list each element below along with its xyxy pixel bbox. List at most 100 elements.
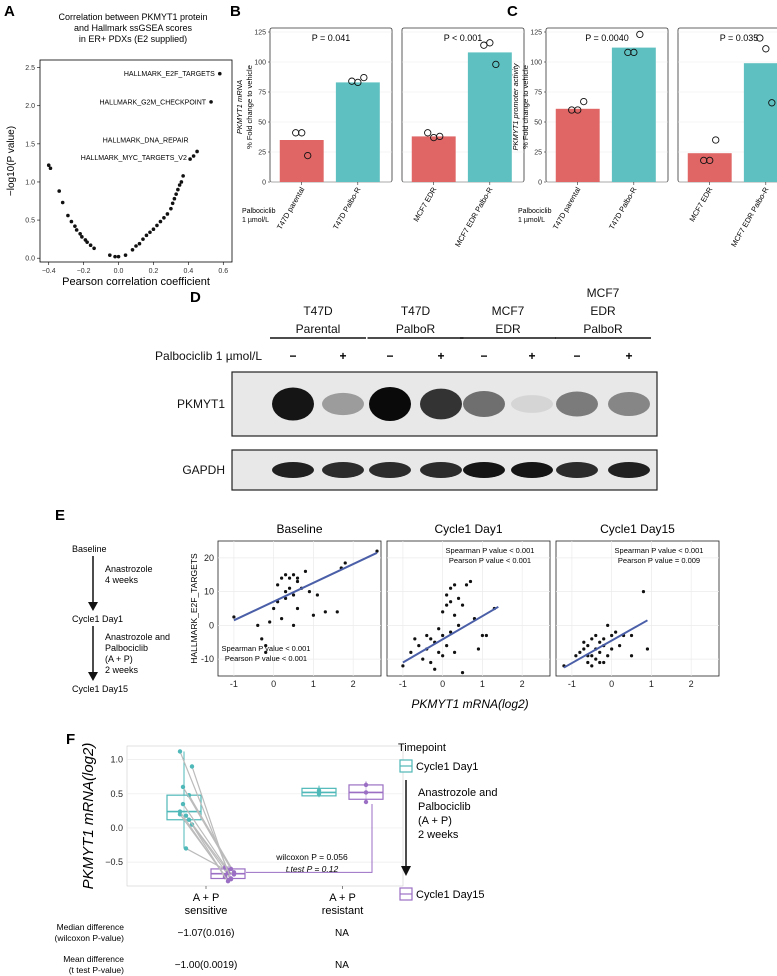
e-point — [441, 633, 445, 638]
f-table-row-label: (t test P-value) — [69, 965, 124, 975]
e-point — [425, 633, 429, 638]
bar-row-label: 1 µmol/L — [242, 217, 269, 224]
e-point — [460, 671, 465, 675]
f-point-day15 — [225, 879, 231, 884]
a-point — [151, 227, 156, 232]
a-point — [191, 154, 196, 158]
e-point — [375, 549, 379, 553]
f-test-text: wilcoxon P = 0.056 — [275, 852, 348, 862]
e-xtick-label: 1 — [480, 679, 485, 689]
f-point-day1 — [180, 784, 186, 790]
a-point — [46, 163, 51, 167]
e-point — [445, 603, 449, 607]
blot-sign: − — [386, 349, 393, 363]
e-point — [323, 610, 327, 614]
e-point — [280, 617, 284, 621]
e-point — [641, 590, 646, 594]
f-point-day15 — [228, 866, 234, 872]
a-ytick-label: 2.0 — [25, 103, 35, 110]
e-point — [291, 593, 296, 597]
e-point — [449, 600, 453, 604]
blot-row-label: GAPDH — [182, 463, 225, 477]
e-point — [618, 644, 622, 648]
bar-ytick-label: 50 — [258, 120, 266, 127]
bar-replicate-point — [630, 48, 638, 57]
a-point — [162, 215, 166, 220]
blot-band — [463, 391, 505, 417]
bar-replicate-point — [480, 41, 488, 49]
blot-group-label: EDR — [495, 322, 521, 336]
e-point — [417, 644, 421, 648]
e-point — [264, 650, 268, 654]
bar-replicate-point — [486, 39, 494, 47]
blot-sign: + — [339, 349, 346, 363]
bar-ylabel: PKMYT1 promoter activity — [511, 62, 520, 150]
e-ytick-label: 0 — [209, 620, 214, 630]
a-point — [188, 157, 192, 161]
e-point — [429, 660, 433, 665]
a-point — [66, 213, 70, 218]
e-point — [629, 654, 634, 658]
blot-band — [608, 462, 650, 478]
e-point — [441, 654, 445, 658]
bar-pvalue: P = 0.035 — [720, 33, 759, 43]
f-ylabel: PKMYT1 mRNA(log2) — [80, 743, 97, 890]
a-xtick-label: −0.2 — [77, 268, 91, 275]
bar-ylabel: PKMYT1 mRNA — [235, 80, 244, 134]
panel-label-c: C — [507, 3, 518, 20]
e-point — [311, 613, 316, 617]
blot-group-label: EDR — [590, 304, 616, 318]
blot-band — [608, 391, 650, 417]
blot-band — [556, 391, 598, 417]
e-xtick-label: 0 — [609, 679, 614, 689]
blot-group-label: MCF7 — [587, 286, 620, 300]
e-xtick-label: 2 — [520, 679, 525, 689]
f-ytick-label: 0.5 — [110, 789, 123, 799]
f-bracket — [246, 804, 373, 873]
e-point — [590, 664, 594, 668]
e-point — [452, 650, 457, 654]
f-ytick-label: −0.5 — [105, 857, 123, 867]
a-point — [170, 201, 175, 206]
blot-band — [272, 462, 314, 478]
blot-sign: + — [437, 349, 444, 363]
f-table-row-label: Median difference — [57, 922, 125, 932]
e-xtick-label: -1 — [399, 679, 407, 689]
e-point — [606, 654, 610, 658]
e-point — [445, 644, 449, 648]
f-paired-line — [182, 803, 229, 871]
e-point — [343, 561, 347, 565]
e-timeline-step: Anastrozole and — [105, 632, 170, 642]
a-point — [165, 212, 170, 216]
e-regression-line — [233, 551, 378, 622]
a-frame — [39, 59, 233, 263]
bar-row-label: Palbociclib — [242, 208, 276, 215]
a-point — [69, 219, 74, 224]
e-timeline-step: Anastrozole — [105, 564, 153, 574]
e-xtick-label: 1 — [311, 679, 316, 689]
e-point — [280, 576, 284, 580]
e-point — [276, 583, 280, 587]
a-point — [158, 219, 163, 224]
a-point — [78, 231, 82, 236]
e-regression-line — [402, 605, 499, 664]
f-category-label: A + P — [329, 892, 356, 904]
e-point — [456, 623, 461, 627]
e-point — [582, 647, 586, 651]
blot-band — [322, 392, 364, 416]
f-ytick-label: 0.0 — [110, 823, 123, 833]
e-facet-frame — [386, 540, 551, 677]
e-point — [476, 647, 481, 651]
e-point — [578, 650, 582, 654]
bar-ytick-label: 100 — [254, 60, 266, 67]
panel-label-d: D — [190, 289, 201, 306]
bar-category-label: MCF7 EDR — [687, 185, 714, 223]
bar-replicate-point — [304, 151, 312, 160]
e-point — [610, 647, 614, 651]
bar — [279, 140, 324, 182]
blot-sign: + — [528, 349, 535, 363]
f-paired-line — [188, 794, 235, 873]
blot-treatment-label: Palbociclib 1 µmol/L — [155, 349, 262, 363]
e-point — [441, 610, 445, 614]
bar — [743, 63, 777, 183]
